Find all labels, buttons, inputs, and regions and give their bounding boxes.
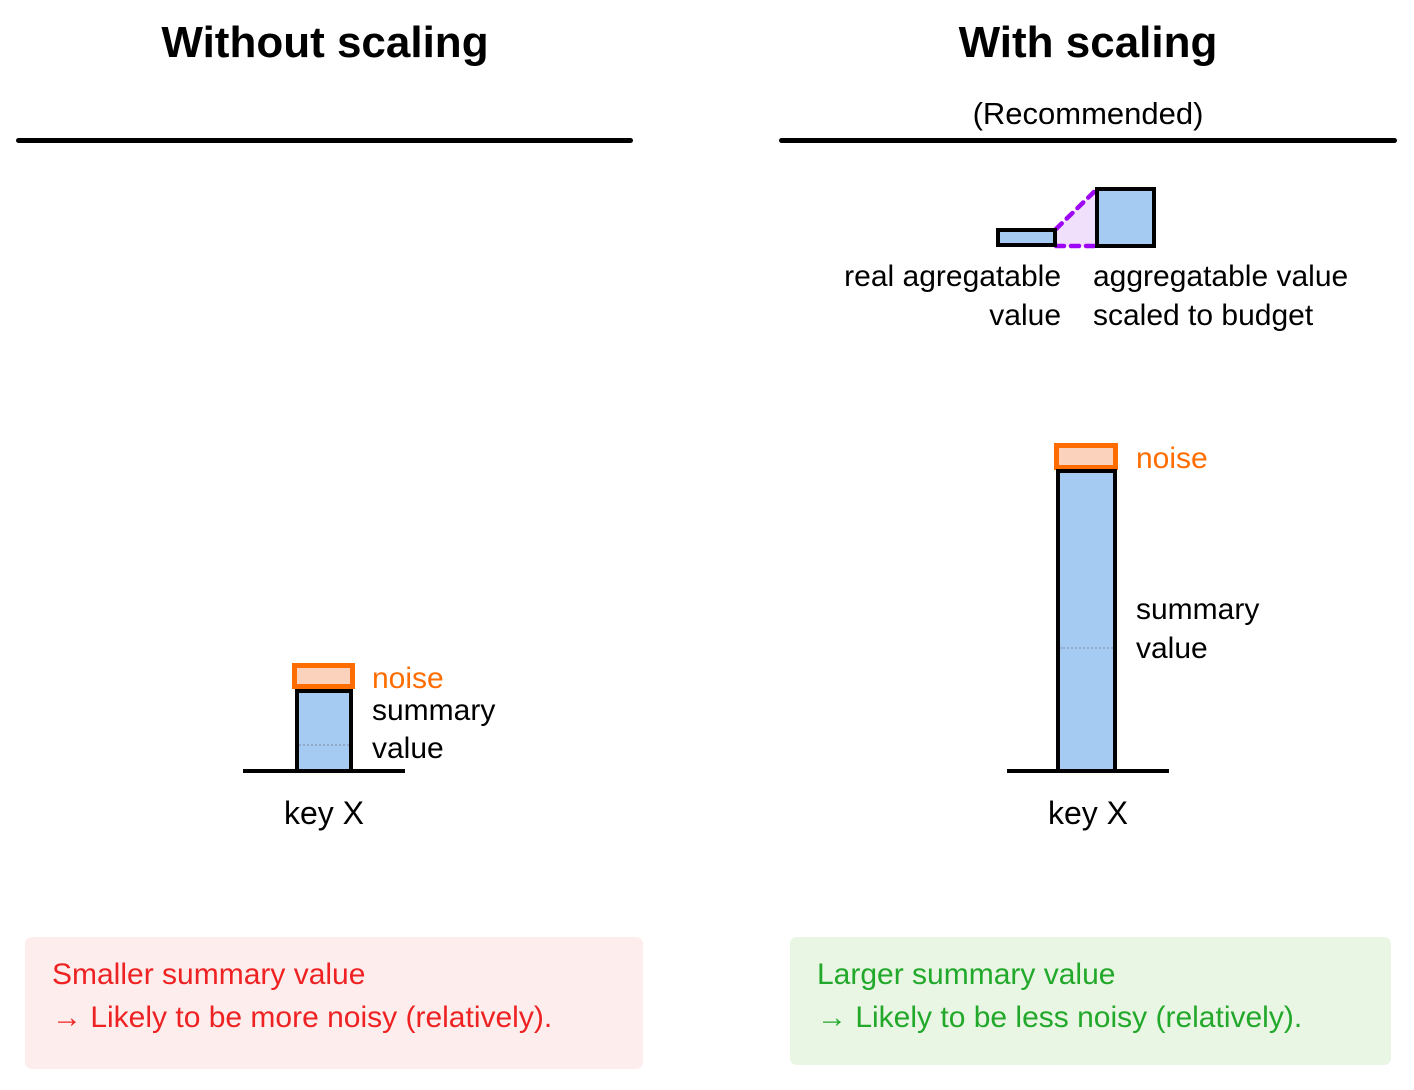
left-summary-value-label-line2: value (372, 732, 444, 765)
left-divider-line (16, 138, 633, 143)
right-callout-line1: Larger summary value (817, 958, 1116, 991)
right-summary-value-label: summary value (1136, 590, 1259, 668)
right-summary-value-label-line2: value (1136, 632, 1208, 665)
real-aggregatable-value-label: real agregatable value (816, 257, 1061, 335)
scaled-aggregatable-value-label-line1: aggregatable value (1093, 260, 1349, 293)
right-panel-subtitle: (Recommended) (972, 96, 1204, 131)
right-axis-key-label: key X (1047, 795, 1129, 831)
scaled-aggregatable-value-bar (1095, 187, 1156, 248)
real-aggregatable-value-label-line1: real agregatable (844, 260, 1061, 293)
right-divider-line (779, 138, 1397, 143)
scaled-aggregatable-value-label-line2: scaled to budget (1093, 299, 1314, 332)
left-x-axis-line (243, 769, 405, 773)
right-summary-value-label-line1: summary (1136, 593, 1260, 626)
left-panel-title: Without scaling (161, 18, 489, 67)
left-callout-line2: → Likely to be more noisy (relatively). (52, 1001, 553, 1034)
left-callout-line1: Smaller summary value (52, 958, 366, 991)
right-noise-bar (1054, 443, 1118, 470)
right-summary-value-bar (1056, 469, 1117, 773)
left-noise-bar (292, 663, 355, 689)
left-callout-box: Smaller summary value → Likely to be mor… (25, 937, 643, 1069)
left-summary-value-label: summary value (372, 692, 495, 768)
left-summary-value-bar (295, 689, 353, 773)
right-x-axis-line (1007, 769, 1169, 773)
left-axis-key-label: key X (283, 795, 365, 831)
right-callout-box: Larger summary value → Likely to be less… (790, 937, 1391, 1065)
left-noise-label: noise (372, 662, 444, 695)
right-bar-segment-divider-line (1060, 647, 1113, 649)
right-panel-title: With scaling (958, 18, 1218, 67)
real-aggregatable-value-bar (996, 228, 1057, 247)
left-summary-value-label-line1: summary (372, 694, 496, 727)
scaling-projection-shape (1053, 186, 1100, 249)
right-callout-line2: → Likely to be less noisy (relatively). (817, 1001, 1303, 1034)
scaled-aggregatable-value-label: aggregatable value scaled to budget (1093, 257, 1348, 335)
left-bar-segment-divider-line (299, 744, 349, 746)
right-noise-label: noise (1136, 442, 1208, 475)
real-aggregatable-value-label-line2: value (989, 299, 1061, 332)
